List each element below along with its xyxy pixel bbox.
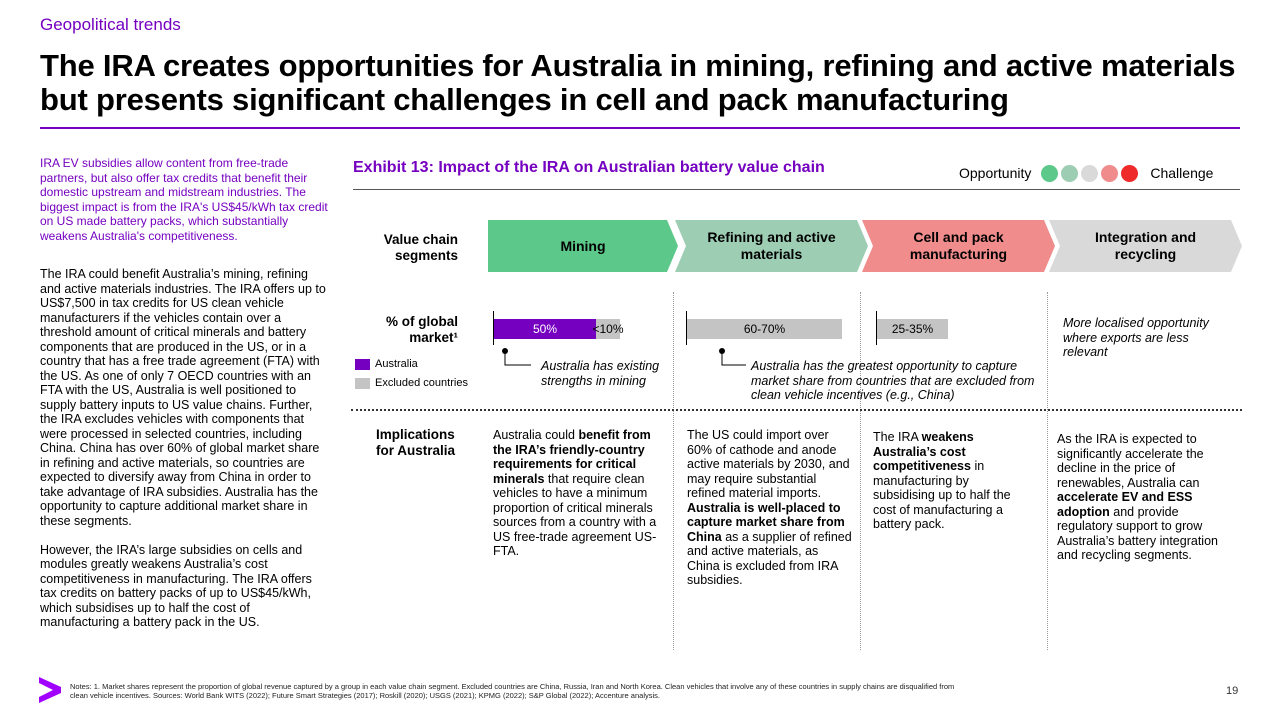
legend-australia: Australia <box>355 358 418 370</box>
annotation-integration: More localised opportunity where exports… <box>1063 316 1209 359</box>
exhibit-divider <box>353 189 1240 190</box>
implication-text: in manufacturing by subsidising up to ha… <box>873 459 1011 531</box>
implication-text: The IRA <box>873 430 922 444</box>
segment-cell-pack: Cell and pack manufacturing <box>862 220 1055 272</box>
legend-swatch-excluded <box>355 377 370 389</box>
column-separator <box>673 292 674 650</box>
legend-label-excluded: Excluded countries <box>375 377 468 389</box>
row-separator <box>351 409 1242 411</box>
implication-cell-pack: The IRA weakens Australia’s cost competi… <box>873 430 1033 532</box>
column-separator <box>1047 292 1048 650</box>
page-title: The IRA creates opportunities for Austra… <box>40 48 1236 117</box>
annotation-refining: Australia has the greatest opportunity t… <box>751 359 1035 402</box>
segment-label: Refining and active materials <box>707 229 836 262</box>
implication-integration: As the IRA is expected to significantly … <box>1057 432 1235 563</box>
implication-text: Australia could <box>493 428 579 442</box>
implication-text: As the IRA is expected to significantly … <box>1057 432 1204 490</box>
implication-mining: Australia could benefit from the IRA’s f… <box>493 428 665 559</box>
scale-dot <box>1121 164 1139 182</box>
bar-label: 50% <box>532 322 558 336</box>
scale-label-challenge: Challenge <box>1150 165 1214 181</box>
implication-text: as a supplier of refined and active mate… <box>687 529 852 588</box>
scale-dot <box>1061 164 1079 182</box>
mining-annotation-connector <box>502 348 531 366</box>
mining-bar-group: 50% <10% <box>494 319 624 339</box>
implication-emphasis: benefit from the IRA’s friendly-country … <box>493 428 651 486</box>
bar-axis <box>876 311 877 345</box>
bar-axis <box>493 311 494 345</box>
legend-label-australia: Australia <box>375 358 418 370</box>
implication-text: that require clean vehicles to have a mi… <box>493 471 657 559</box>
column-separator <box>860 292 861 650</box>
refining-annotation-connector <box>719 348 746 366</box>
row-label-segments: Value chain segments <box>383 232 458 263</box>
legend-swatch-australia <box>355 358 370 370</box>
implication-text: and provide regulatory support to grow A… <box>1057 504 1218 563</box>
implication-emphasis: Australia is well-placed to capture mark… <box>687 500 845 544</box>
segment-label: Integration and recycling <box>1094 229 1197 262</box>
segment-mining: Mining <box>488 220 678 272</box>
bar-mining-australia: 50% <box>494 319 596 339</box>
bar-mining-excluded: <10% <box>592 319 624 339</box>
title-divider <box>40 127 1240 129</box>
implication-refining: The US could import over 60% of cathode … <box>687 428 852 588</box>
scale-dot <box>1081 164 1099 182</box>
intro-text: IRA EV subsidies allow content from free… <box>40 156 328 243</box>
bar-axis <box>686 311 687 345</box>
segment-integration: Integration and recycling <box>1049 220 1242 272</box>
scale-dot <box>1101 164 1119 182</box>
implication-emphasis: weakens Australia’s cost competitiveness <box>873 430 974 473</box>
segment-label: Cell and pack manufacturing <box>909 229 1008 262</box>
accenture-logo <box>39 677 61 703</box>
row-label-implications: Implications for Australia <box>376 427 456 458</box>
body-text: The IRA could benefit Australia’s mining… <box>40 267 330 644</box>
bar-label: 60-70% <box>743 322 786 336</box>
section-kicker: Geopolitical trends <box>40 15 181 34</box>
annotation-mining: Australia has existing strengths in mini… <box>541 359 660 388</box>
implication-emphasis: accelerate EV and ESS adoption <box>1057 490 1193 519</box>
bar-cell-excluded: 25-35% <box>877 319 948 339</box>
body-paragraph: The IRA could benefit Australia’s mining… <box>40 267 326 528</box>
scale-label-opportunity: Opportunity <box>959 165 1032 181</box>
scale-dot <box>1041 164 1059 182</box>
segment-refining: Refining and active materials <box>675 220 868 272</box>
opportunity-challenge-scale: Opportunity Challenge <box>959 163 1213 183</box>
page-number: 19 <box>1226 685 1239 697</box>
segment-label: Mining <box>560 237 606 254</box>
row-label-market-share: % of global market¹ <box>386 314 458 345</box>
bar-label: 25-35% <box>891 322 934 336</box>
legend-excluded: Excluded countries <box>355 377 468 389</box>
body-paragraph: However, the IRA’s large subsidies on ce… <box>40 542 312 630</box>
bar-label: <10% <box>592 322 624 336</box>
exhibit-title: Exhibit 13: Impact of the IRA on Austral… <box>353 159 825 176</box>
implication-text: The US could import over 60% of cathode … <box>687 428 850 500</box>
footnotes: Notes: 1. Market shares represent the pr… <box>70 682 955 700</box>
bar-refining-excluded: 60-70% <box>687 319 842 339</box>
